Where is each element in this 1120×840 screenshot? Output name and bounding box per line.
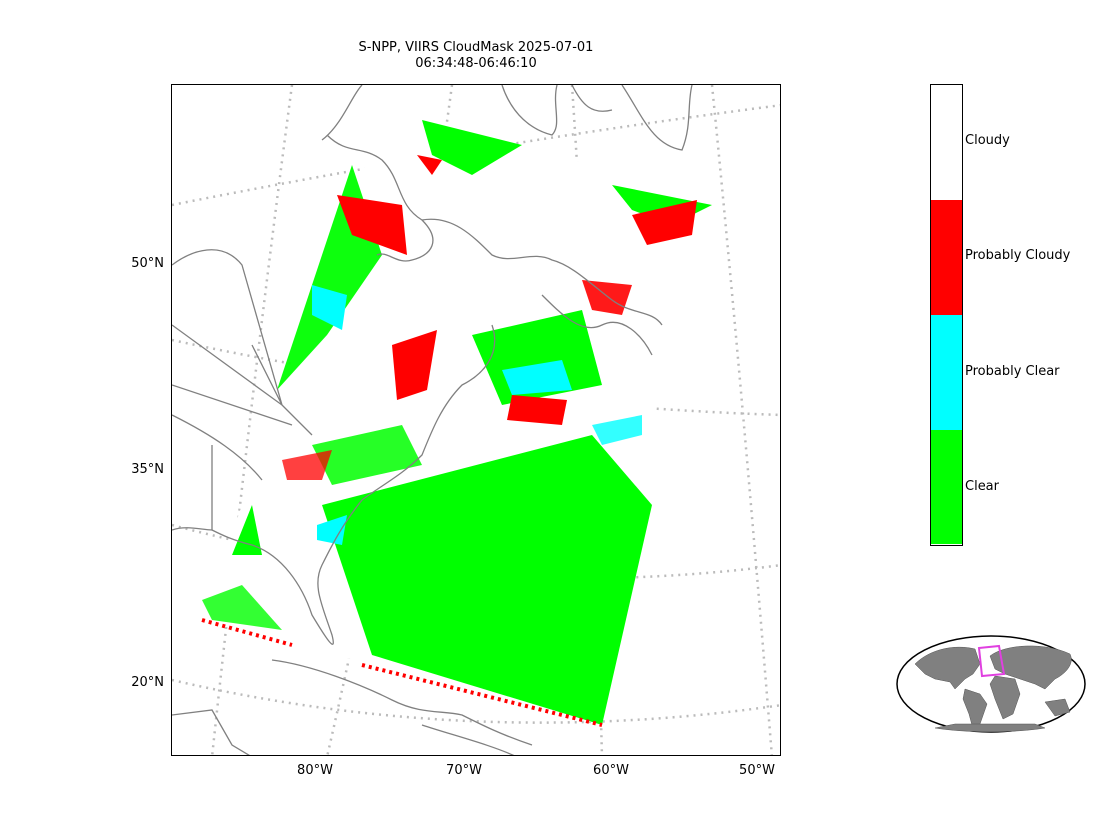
legend-band-probably-clear [931,315,962,430]
cloudmask-swath [201,120,712,727]
map-canvas [172,85,780,755]
map-panel [171,84,781,756]
lon-label-60w: 60°W [593,763,629,778]
lon-label-70w: 70°W [446,763,482,778]
lat-label-35n: 35°N [131,462,164,477]
colorbar-legend [930,84,963,546]
legend-band-probably-cloudy [931,200,962,315]
lat-label-20n: 20°N [131,675,164,690]
title-line-2: 06:34:48-06:46:10 [415,56,537,71]
inset-swath-box [977,644,1006,678]
lon-label-80w: 80°W [297,763,333,778]
title-line-1: S-NPP, VIIRS CloudMask 2025-07-01 [358,40,594,55]
legend-label-probably-cloudy: Probably Cloudy [965,248,1071,263]
legend-band-clear [931,430,962,544]
legend-label-clear: Clear [965,479,999,494]
lon-label-50w: 50°W [739,763,775,778]
lat-label-50n: 50°N [131,256,164,271]
legend-band-cloudy [931,85,962,200]
inset-world-map [896,635,1086,733]
map-title: S-NPP, VIIRS CloudMask 2025-07-01 06:34:… [326,40,626,72]
legend-label-probably-clear: Probably Clear [965,364,1060,379]
coastlines [172,85,693,755]
inset-land [914,645,1072,732]
legend-label-cloudy: Cloudy [965,133,1010,148]
